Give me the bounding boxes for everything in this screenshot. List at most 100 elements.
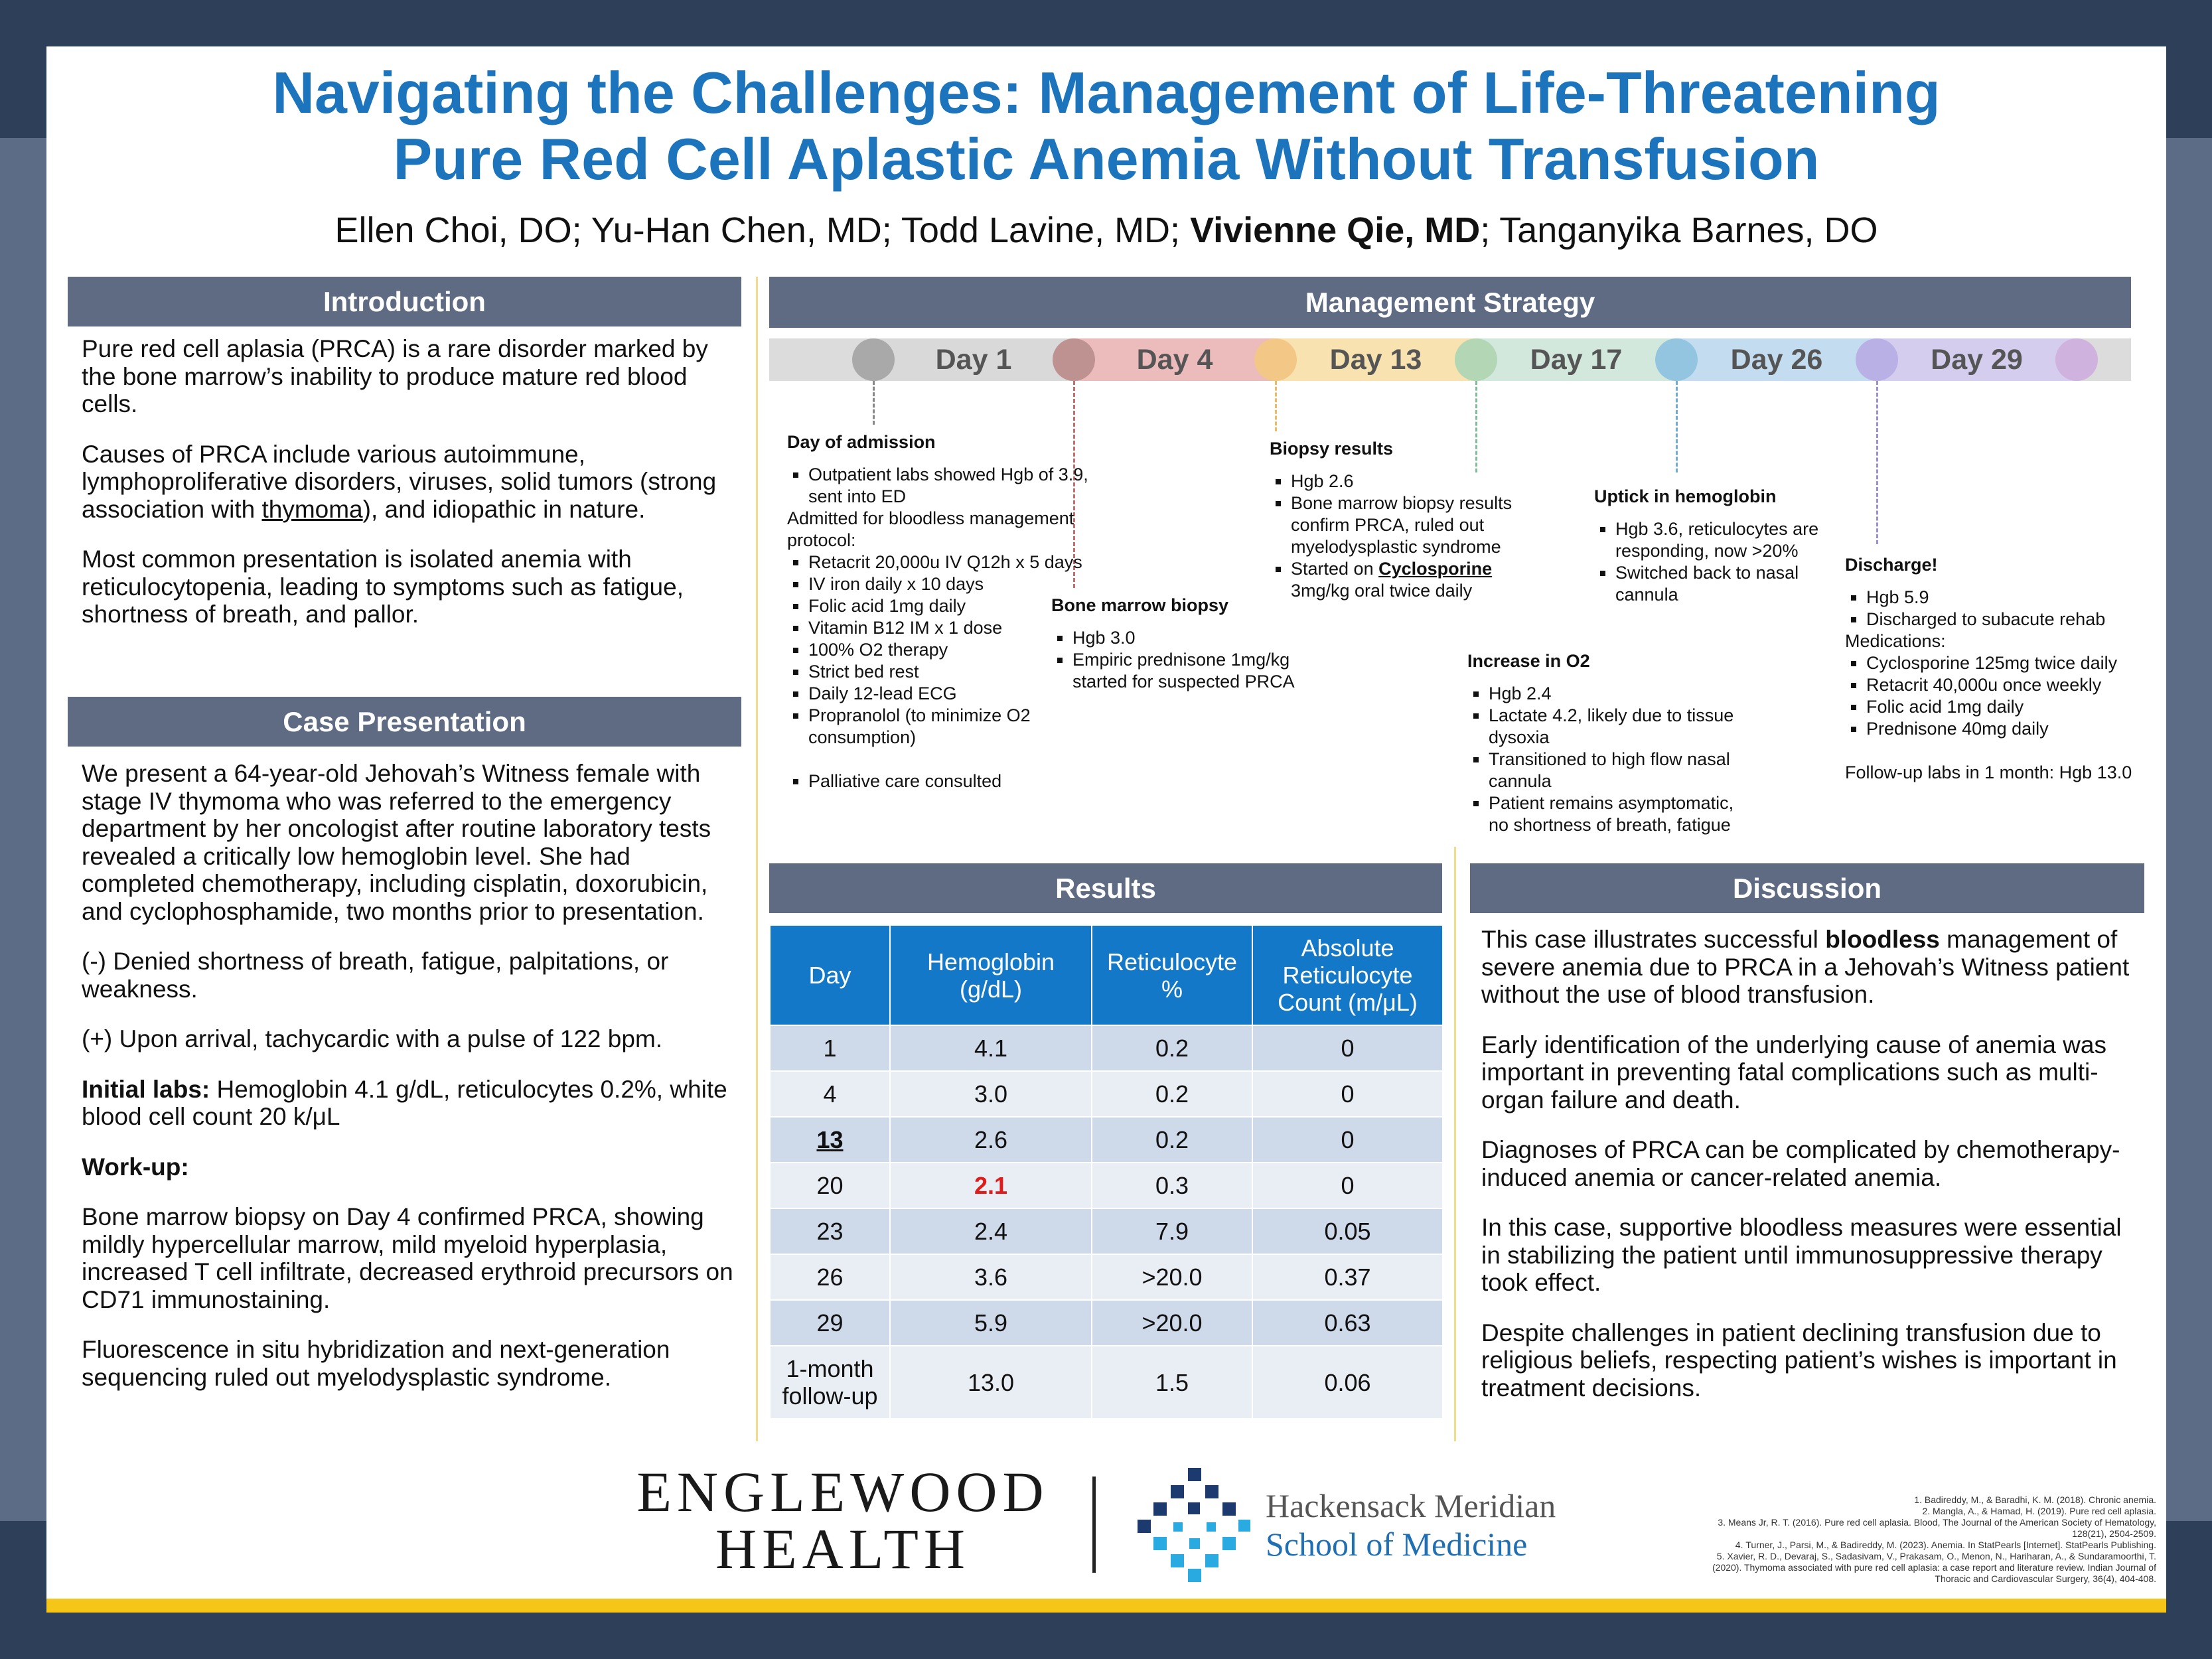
section-heading: Introduction [68,277,741,326]
logo-square [1205,1554,1218,1567]
timeline-dot [1655,338,1698,381]
table-cell: 2.6 [889,1116,1092,1163]
table-cell: 23 [769,1208,891,1255]
table-cell: 26 [769,1254,891,1301]
logo-square [1188,1502,1200,1514]
table-cell: 13 [769,1116,891,1163]
text-span: 3mg/kg oral twice daily [1291,581,1473,601]
list-item: Badireddy, M., & Baradhi, K. M. (2018). … [1692,1494,2156,1506]
paragraph: In this case, supportive bloodless measu… [1481,1214,2145,1297]
divider [756,277,758,1441]
discussion-text: This case illustrates successful bloodle… [1481,926,2145,1424]
paragraph: We present a 64-year-old Jehovah’s Witne… [82,760,735,925]
column-header: Reticulocyte % [1091,924,1253,1026]
timeline-dot [1254,338,1297,381]
authors: Ellen Choi, DO; Yu-Han Chen, MD; Todd La… [46,209,2166,252]
list-item: Xavier, R. D., Devaraj, S., Sadasivam, V… [1692,1551,2156,1585]
table-cell: 0.3 [1091,1162,1253,1209]
section-heading: Management Strategy [769,277,2131,328]
table-row: 20 2.1 0.3 0 [769,1162,1443,1209]
column-header: Day [769,924,891,1026]
table-cell: 1 [769,1025,891,1072]
logo-square [1153,1502,1167,1516]
event-title: Bone marrow biopsy [1051,595,1229,615]
bold-text: bloodless [1825,926,1940,953]
paragraph: Initial labs: Hemoglobin 4.1 g/dL, retic… [82,1076,735,1131]
logo-square [1171,1485,1184,1498]
bullet-list: Hgb 3.6, reticulocytes are responding, n… [1594,518,1846,606]
list-item: Turner, J., Parsi, M., & Badireddy, M. (… [1692,1540,2156,1551]
text-span: Causes of PRCA include various autoimmun… [82,440,717,523]
text-span: (+) Upon arrival, tachycardic with a pul… [82,1025,663,1052]
list-item: Vitamin B12 IM x 1 dose [808,617,1106,639]
table-cell: 5.9 [889,1299,1092,1346]
list-item: Transitioned to high flow nasal cannula [1489,749,1753,792]
logo-square [1205,1485,1218,1498]
bullet-list: Hgb 2.6 Bone marrow biopsy results confi… [1270,470,1528,602]
list-item: Started on Cyclosporine 3mg/kg oral twic… [1291,558,1528,602]
table-row: 26 3.6 >20.0 0.37 [769,1254,1443,1301]
logo-square [1188,1569,1201,1582]
connector [1676,381,1678,472]
paragraph: Pure red cell aplasia (PRCA) is a rare d… [82,335,732,418]
hackensack-mark [1138,1468,1250,1582]
logo-square [1153,1537,1167,1550]
timeline-dot [1053,338,1095,381]
title-line: Navigating the Challenges: Management of… [272,60,1941,125]
logo-divider [1092,1477,1096,1573]
text-span: Early identification of the underlying c… [1481,1031,2106,1114]
text-span: This case illustrates successful [1481,926,1826,953]
bullet-list: Hgb 5.9Discharged to subacute rehab [1845,587,2137,630]
list-item: Hgb 5.9 [1866,587,2137,609]
table-row: 1 4.1 0.2 0 [769,1025,1443,1072]
column-header: Absolute Reticulocyte Count (m/μL) [1252,924,1443,1026]
bullet-list: Hgb 2.4Lactate 4.2, likely due to tissue… [1467,683,1753,836]
table-cell: 1.5 [1091,1345,1253,1419]
paragraph: Follow-up labs in 1 month: Hgb 13.0 [1845,762,2132,782]
list-item: Cyclosporine 125mg twice daily [1866,652,2137,674]
paragraph: Diagnoses of PRCA can be complicated by … [1481,1136,2145,1191]
timeline-segment: Day 29 [1877,338,2077,381]
timeline-segment: Day 26 [1676,338,1877,381]
text-span: ), and idiopathic in nature. [362,495,646,523]
table-cell: 2.4 [889,1208,1092,1255]
logo-square [1189,1538,1200,1549]
paragraph: (+) Upon arrival, tachycardic with a pul… [82,1025,735,1053]
event-title: Biopsy results [1270,439,1394,459]
text-span: (-) Denied shortness of breath, fatigue,… [82,948,669,1003]
table-cell: 0.63 [1252,1299,1443,1346]
paragraph: Most common presentation is isolated ane… [82,545,732,628]
bullet-list: Outpatient labs showed Hgb of 3.9, sent … [787,464,1106,508]
list-item: Folic acid 1mg daily [808,595,1106,617]
list-item: Outpatient labs showed Hgb of 3.9, sent … [808,464,1106,508]
table-cell: 29 [769,1299,891,1346]
list-item: Propranolol (to minimize O2 consumption) [808,705,1106,749]
text-span: In this case, supportive bloodless measu… [1481,1214,2122,1296]
event-title: Day of admission [787,432,936,452]
table-cell: 0.2 [1091,1116,1253,1163]
table-body: 1 4.1 0.2 0 4 3.0 0.2 0 13 2.6 0.2 0 20 2.1 0.3 0 23 2.4 7… [769,1025,1443,1419]
connector [873,381,875,425]
table-cell: 0 [1252,1070,1443,1118]
bold-text: Initial labs: [82,1075,210,1103]
logo-square [1238,1520,1250,1532]
table-cell: 0.2 [1091,1025,1253,1072]
paragraph: Medications: [1845,631,1946,651]
text-span: Hemoglobin 4.1 g/dL, reticulocytes 0.2%,… [82,1075,727,1131]
table-cell: 0.06 [1252,1345,1443,1419]
table-head: Day Hemoglobin (g/dL) Reticulocyte % Absolu… [769,924,1443,1026]
timeline-event: Bone marrow biopsy Hgb 3.0Empiric predni… [1051,595,1317,693]
paragraph: Bone marrow biopsy on Day 4 confirmed PR… [82,1203,735,1313]
timeline-segment: Day 1 [873,338,1074,381]
list-item: Prednisone 40mg daily [1866,718,2137,740]
table-cell: 2.1 [889,1162,1092,1209]
list-item: Discharged to subacute rehab [1866,609,2137,630]
event-title: Increase in O2 [1467,651,1590,671]
table-cell: 0.05 [1252,1208,1443,1255]
table-cell: 13.0 [889,1345,1092,1419]
hackensack-name: Hackensack Meridian [1266,1487,1556,1524]
table-cell: 0 [1252,1116,1443,1163]
references: Badireddy, M., & Baradhi, K. M. (2018). … [1692,1494,2156,1585]
paragraph: Causes of PRCA include various autoimmun… [82,441,732,524]
bold-text: Cyclosporine [1378,559,1492,579]
